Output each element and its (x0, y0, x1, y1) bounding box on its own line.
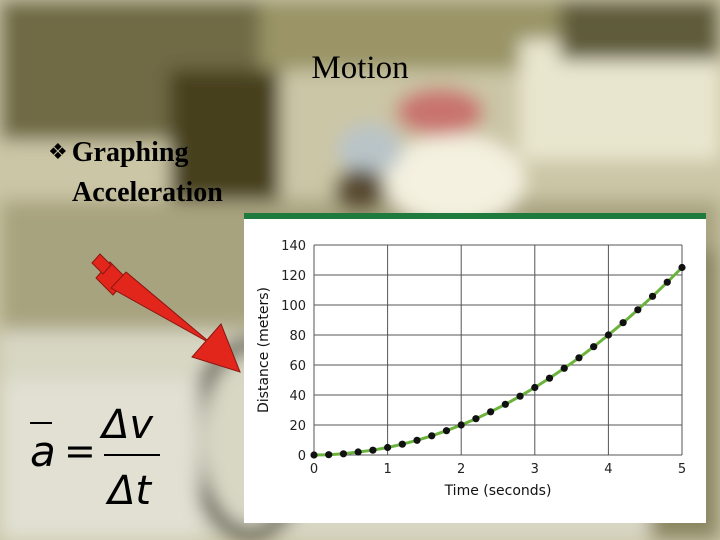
x-tick-label: 2 (457, 462, 465, 477)
data-point (575, 354, 583, 362)
x-axis-label: Time (seconds) (444, 483, 552, 499)
data-point (604, 331, 612, 339)
data-point (457, 421, 465, 429)
data-point (590, 343, 598, 351)
data-point (663, 278, 671, 286)
y-tick-label: 20 (289, 419, 306, 434)
bullet-text: ❖ Graphing Acceleration (48, 134, 223, 212)
data-point (531, 383, 539, 392)
y-tick-label: 100 (281, 299, 306, 314)
distance-time-chart: 0 20 40 60 80 100 120 140 0 1 2 3 4 5 Time (seconds) … (244, 213, 706, 523)
y-tick-label: 120 (281, 269, 306, 284)
data-point (648, 292, 657, 300)
formula-denominator: Δt (105, 468, 152, 514)
y-tick-label: 60 (289, 359, 306, 374)
y-tick-label: 80 (289, 329, 306, 344)
data-point (634, 306, 642, 314)
formula-numerator: Δv (99, 402, 154, 448)
data-point (501, 400, 509, 408)
data-point (678, 263, 686, 272)
slide-title: Motion (311, 50, 409, 86)
data-point (325, 451, 333, 459)
formula-lhs: a (30, 427, 56, 476)
x-tick-label: 3 (531, 462, 539, 477)
y-tick-label: 40 (289, 389, 306, 404)
data-point (413, 436, 421, 444)
data-point (560, 364, 568, 372)
x-tick-label: 1 (383, 462, 391, 477)
data-point (428, 432, 436, 440)
data-point (442, 427, 451, 435)
x-tick-label: 4 (604, 462, 612, 477)
y-tick-label: 0 (298, 449, 306, 464)
equals-sign: = (64, 429, 96, 473)
acceleration-formula: a = Δv Δt (24, 396, 184, 521)
data-point (472, 415, 480, 423)
chart-labels: 0 20 40 60 80 100 120 140 0 1 2 3 4 5 (281, 239, 686, 477)
distance-curve (313, 266, 684, 457)
y-tick-label: 140 (281, 239, 306, 254)
chart-marks (310, 263, 686, 459)
data-point (487, 408, 495, 416)
data-point (545, 374, 554, 382)
data-point (369, 446, 377, 454)
diamond-bullet-icon: ❖ (48, 140, 68, 165)
data-point (310, 451, 318, 459)
data-point (384, 443, 392, 452)
x-tick-label: 5 (678, 462, 686, 477)
data-point (354, 448, 362, 456)
red-arrow-icon (91, 253, 241, 373)
data-point (516, 392, 524, 400)
bullet-line-1: Graphing (71, 137, 189, 168)
y-axis-label: Distance (meters) (256, 287, 272, 413)
bullet-line-2: Acceleration (72, 177, 223, 208)
chart-grid (313, 244, 683, 456)
x-tick-label: 0 (310, 462, 318, 477)
data-point (619, 319, 627, 327)
data-point (398, 440, 406, 448)
data-point (339, 450, 348, 458)
